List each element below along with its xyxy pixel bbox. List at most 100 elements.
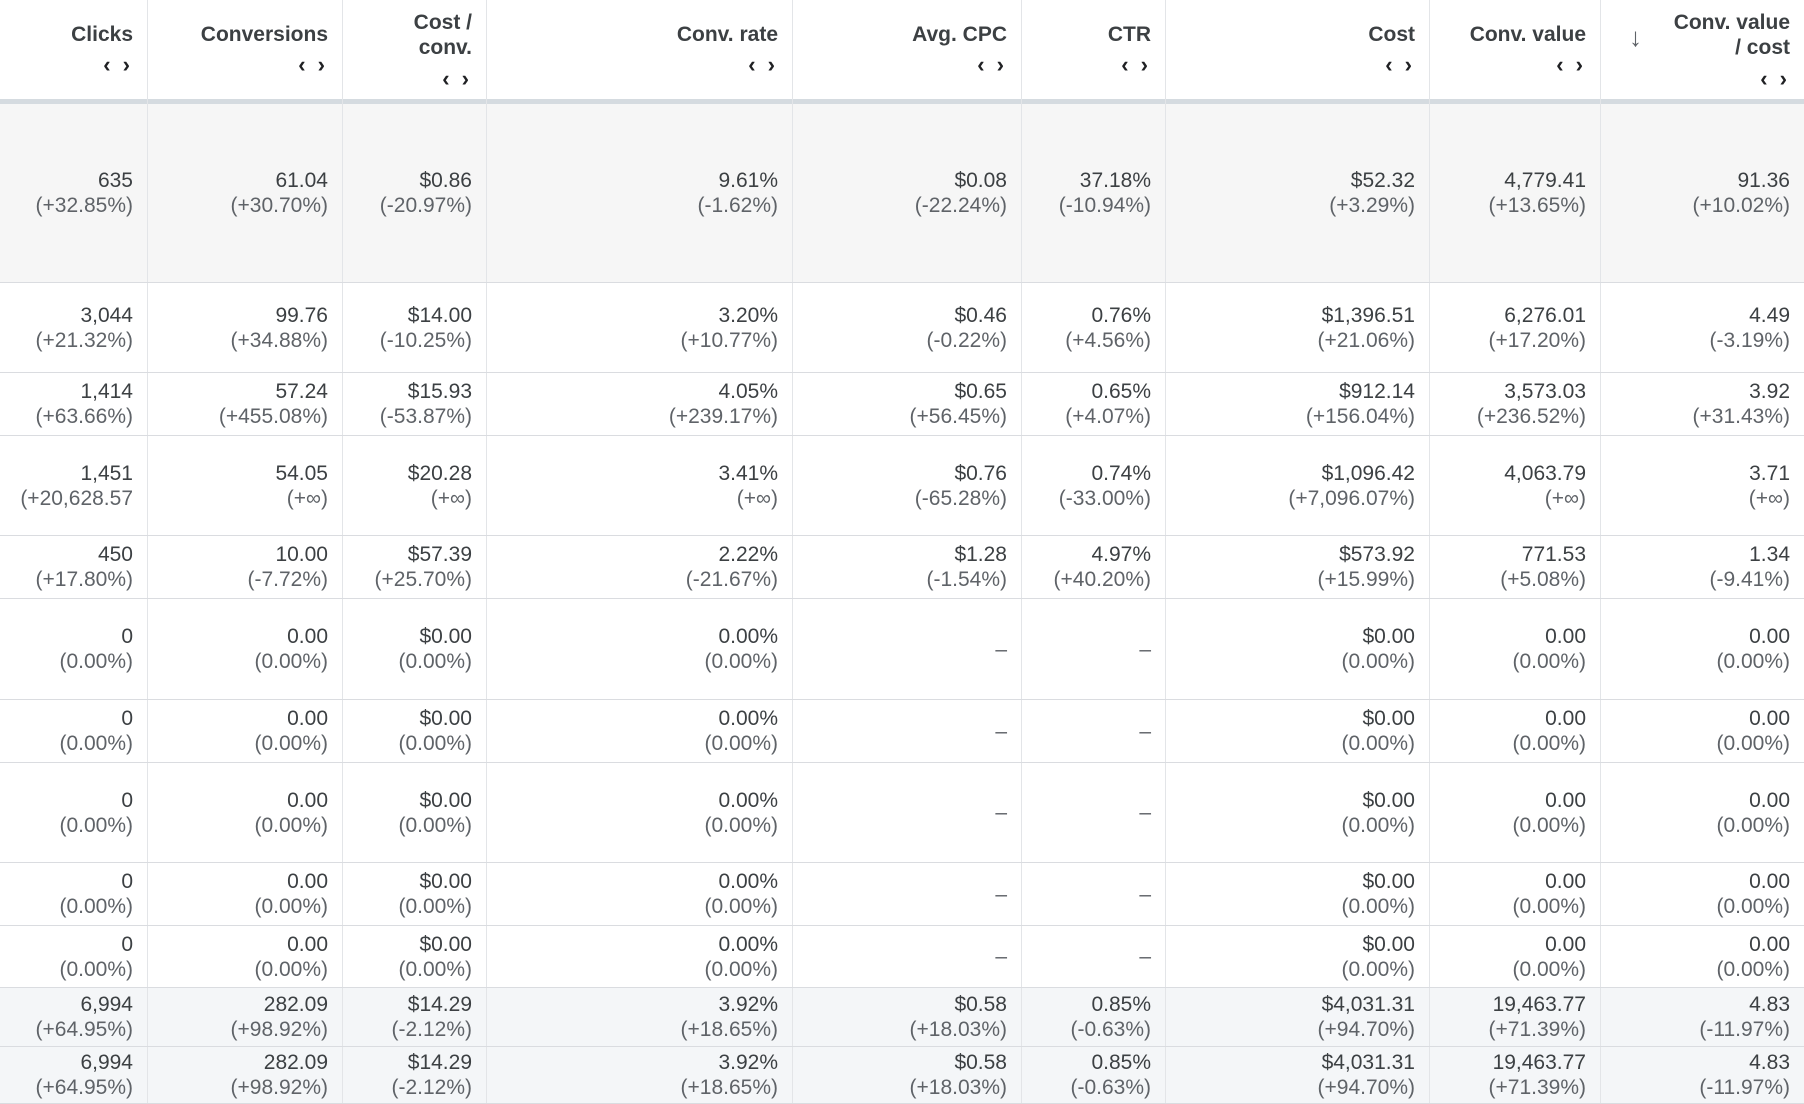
metric-value: $0.00 [1362, 870, 1415, 893]
table-cell-conv_value_per_cost: 91.36 (+10.02%) [1601, 104, 1804, 282]
metric-change: (+236.52%) [1476, 405, 1586, 428]
empty-value-dash: – [1139, 719, 1151, 743]
metric-value: $0.00 [1362, 932, 1415, 956]
table-row: 3,044 (+21.32%) 99.76 (+34.88%) $14.00 (-10.2… [0, 283, 1804, 373]
table-cell-ctr: – [1022, 863, 1166, 925]
empty-value-dash: – [995, 882, 1007, 906]
column-header-cost[interactable]: Cost ‹ › [1166, 0, 1430, 104]
metric-change: (+18.65%) [680, 1076, 778, 1099]
table-cell-avg_cpc: $1.28 (-1.54%) [793, 536, 1022, 598]
column-resize-toggle-icon[interactable]: ‹ › [977, 52, 1007, 77]
table-cell-conv_value_per_cost: 0.00 (0.00%) [1601, 700, 1804, 762]
table-cell-cost: $0.00 (0.00%) [1166, 926, 1430, 987]
table-cell-cost: $0.00 (0.00%) [1166, 700, 1430, 762]
table-cell-conv_rate: 0.00% (0.00%) [487, 763, 793, 862]
metric-value: 3.92 [1749, 380, 1790, 403]
empty-value-dash: – [995, 719, 1007, 743]
table-cell-conv_rate: 3.92% (+18.65%) [487, 988, 793, 1046]
metric-value: 0.00% [718, 788, 778, 812]
metric-change: (+4.56%) [1065, 328, 1151, 352]
metric-change: (+15.99%) [1317, 568, 1415, 591]
metric-value: $1.28 [954, 543, 1007, 566]
metric-value: 0.00% [718, 707, 778, 730]
metric-change: (+18.03%) [909, 1018, 1007, 1041]
metric-value: 6,994 [80, 993, 133, 1016]
metric-change: (0.00%) [1716, 895, 1790, 918]
metric-change: (+71.39%) [1488, 1018, 1586, 1041]
metric-change: (0.00%) [1512, 895, 1586, 918]
table-row: 0 (0.00%) 0.00 (0.00%) $0.00 (0.00%) 0.00% (0.0… [0, 926, 1804, 988]
metric-value: 0.74% [1091, 461, 1151, 485]
metric-change: (+4.07%) [1065, 405, 1151, 428]
column-header-conversions[interactable]: Conversions ‹ › [148, 0, 343, 104]
table-cell-conv_value: 0.00 (0.00%) [1430, 599, 1601, 699]
metric-value: 0.00 [1749, 788, 1790, 812]
column-header-label: Clicks [71, 23, 133, 46]
metric-value: 282.09 [263, 1051, 328, 1074]
metric-change: (0.00%) [704, 813, 778, 837]
column-resize-toggle-icon[interactable]: ‹ › [748, 52, 778, 77]
metric-value: 3.92% [718, 993, 778, 1016]
metric-value: 0 [121, 870, 133, 893]
table-row: 450 (+17.80%) 10.00 (-7.72%) $57.39 (+25.70%)… [0, 536, 1804, 599]
table-cell-ctr: 0.65% (+4.07%) [1022, 373, 1166, 435]
table-cell-conv_rate: 4.05% (+239.17%) [487, 373, 793, 435]
metric-value: 0.00 [1545, 788, 1586, 812]
metric-value: 0.85% [1091, 1051, 1151, 1074]
metric-change: (0.00%) [1341, 957, 1415, 981]
metric-value: 0.00 [287, 870, 328, 893]
table-cell-cost: $573.92 (+15.99%) [1166, 536, 1430, 598]
metric-value: 0.00 [1749, 870, 1790, 893]
column-header-conv_rate[interactable]: Conv. rate ‹ › [487, 0, 793, 104]
table-cell-conversions: 99.76 (+34.88%) [148, 283, 343, 372]
empty-value-dash: – [1139, 637, 1151, 661]
column-resize-toggle-icon[interactable]: ‹ › [1556, 52, 1586, 77]
metric-value: $14.00 [407, 303, 472, 327]
table-cell-conversions: 0.00 (0.00%) [148, 700, 343, 762]
table-cell-ctr: 37.18% (-10.94%) [1022, 104, 1166, 282]
column-header-label: Conversions [200, 23, 328, 46]
column-resize-toggle-icon[interactable]: ‹ › [1385, 52, 1415, 77]
table-cell-conv_rate: 9.61% (-1.62%) [487, 104, 793, 282]
metric-change: (+17.80%) [35, 568, 133, 591]
column-resize-toggle-icon[interactable]: ‹ › [442, 66, 472, 91]
column-header-conv_value[interactable]: Conv. value ‹ › [1430, 0, 1601, 104]
metric-change: (+10.77%) [680, 328, 778, 352]
metric-change: (+71.39%) [1488, 1076, 1586, 1099]
column-resize-toggle-icon[interactable]: ‹ › [103, 52, 133, 77]
table-cell-conv_rate: 3.41% (+∞) [487, 436, 793, 535]
table-cell-conv_rate: 0.00% (0.00%) [487, 700, 793, 762]
metric-value: 0.00 [1749, 932, 1790, 956]
metric-value: 0.00 [1545, 932, 1586, 956]
metric-value: $0.00 [1362, 625, 1415, 648]
metric-value: 0 [121, 788, 133, 812]
metric-change: (0.00%) [704, 650, 778, 673]
metric-change: (0.00%) [254, 650, 328, 673]
metric-change: (-7.72%) [247, 568, 328, 591]
column-header-clicks[interactable]: Clicks ‹ › [0, 0, 148, 104]
metric-change: (0.00%) [59, 813, 133, 837]
column-header-ctr[interactable]: CTR ‹ › [1022, 0, 1166, 104]
sort-descending-arrow-icon[interactable]: ↓ [1629, 22, 1642, 52]
metric-change: (+21.06%) [1317, 328, 1415, 352]
column-header-conv_value_per_cost[interactable]: Conv. value / cost ‹ › ↓ [1601, 0, 1804, 104]
metric-value: $0.08 [954, 169, 1007, 192]
table-cell-clicks: 1,414 (+63.66%) [0, 373, 148, 435]
empty-value-dash: – [995, 945, 1007, 968]
metric-value: 0.00 [287, 932, 328, 956]
metric-change: (0.00%) [254, 732, 328, 755]
table-cell-conv_value_per_cost: 1.34 (-9.41%) [1601, 536, 1804, 598]
metric-change: (-0.63%) [1070, 1018, 1151, 1041]
table-cell-clicks: 0 (0.00%) [0, 926, 148, 987]
column-resize-toggle-icon[interactable]: ‹ › [1760, 66, 1790, 91]
table-cell-clicks: 1,451 (+20,628.57 [0, 436, 148, 535]
metric-change: (+∞) [1748, 486, 1790, 510]
column-resize-toggle-icon[interactable]: ‹ › [298, 52, 328, 77]
metric-value: 3.92% [718, 1051, 778, 1074]
column-resize-toggle-icon[interactable]: ‹ › [1121, 52, 1151, 77]
column-header-avg_cpc[interactable]: Avg. CPC ‹ › [793, 0, 1022, 104]
column-header-cost_per_conv[interactable]: Cost / conv. ‹ › [343, 0, 487, 104]
table-cell-cost: $52.32 (+3.29%) [1166, 104, 1430, 282]
metric-change: (0.00%) [254, 813, 328, 837]
metric-value: $52.32 [1350, 169, 1415, 192]
